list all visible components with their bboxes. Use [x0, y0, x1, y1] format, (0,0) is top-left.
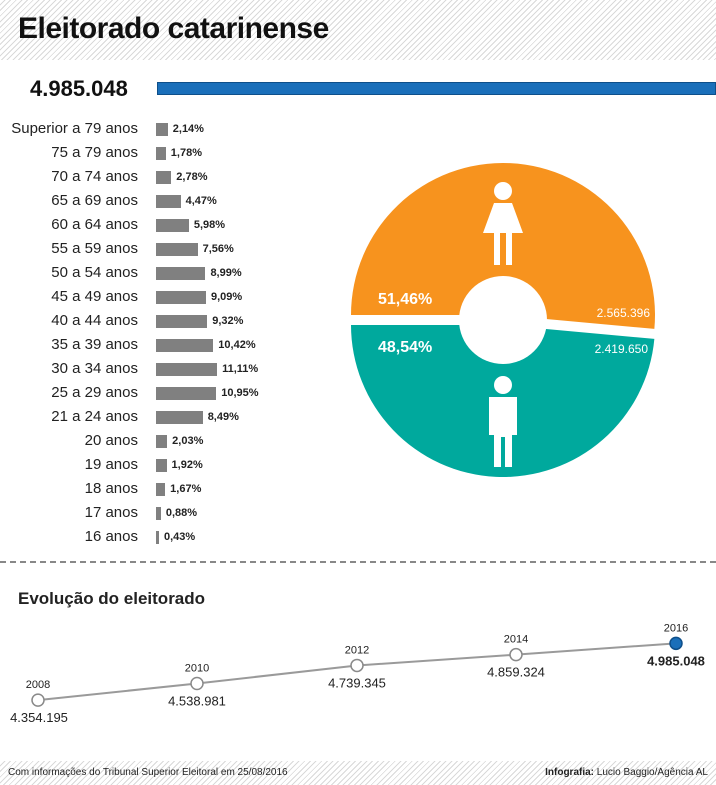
age-bar — [156, 507, 161, 520]
evolution-point — [31, 693, 45, 707]
age-label: 75 a 79 anos — [51, 144, 138, 161]
total-electorate-value: 4.985.048 — [30, 76, 128, 101]
age-label: 60 a 64 anos — [51, 216, 138, 233]
age-bar — [156, 315, 208, 328]
evolution-point — [509, 647, 523, 662]
age-bar — [156, 147, 166, 160]
age-bar — [156, 195, 181, 208]
gender-pie-chart: 51,46% 2.565.396 48,54% 2.419.650 — [351, 163, 655, 478]
age-label: 25 a 29 anos — [51, 384, 138, 401]
age-label: 55 a 59 anos — [51, 240, 138, 257]
evolution-year-label: 2016 — [664, 622, 688, 634]
age-value-label: 2,78% — [176, 171, 208, 183]
evolution-point — [350, 658, 364, 673]
age-label: 50 a 54 anos — [51, 264, 138, 281]
source-note: Com informações do Tribunal Superior Ele… — [8, 767, 288, 778]
pie-percent-label: 48,54% — [378, 339, 432, 356]
age-label: 30 a 34 anos — [51, 360, 138, 377]
age-value-label: 4,47% — [185, 195, 217, 207]
pie-percent-label: 51,46% — [378, 291, 432, 308]
age-bar — [156, 267, 206, 280]
evolution-point — [669, 636, 683, 651]
evolution-value-label: 4.739.345 — [328, 675, 386, 690]
age-bar — [156, 459, 167, 472]
woman-icon — [483, 182, 523, 265]
evolution-year-label: 2010 — [185, 662, 209, 674]
age-value-label: 2,03% — [172, 435, 204, 447]
age-bar — [156, 411, 203, 424]
credit-note: Infografia: Lucio Baggio/Agência AL — [545, 767, 708, 778]
age-label: 20 anos — [84, 432, 138, 449]
age-bar — [156, 387, 217, 400]
electorate-evolution-chart: 2008 4.354.195 2010 4.538.981 2012 4.739.345 2… — [10, 622, 705, 725]
age-label: 70 a 74 anos — [51, 168, 138, 185]
age-label: 18 anos — [84, 480, 138, 497]
age-value-label: 8,49% — [207, 411, 239, 423]
age-value-label: 11,11% — [222, 363, 259, 375]
evolution-year-label: 2008 — [26, 679, 50, 691]
age-value-label: 1,92% — [171, 459, 203, 471]
age-label: Superior a 79 anos — [11, 120, 138, 137]
age-value-label: 8,99% — [210, 267, 242, 279]
age-label: 19 anos — [84, 456, 138, 473]
evolution-point — [190, 676, 204, 691]
age-value-label: 2,14% — [172, 123, 204, 135]
age-label: 65 a 69 anos — [51, 192, 138, 209]
age-label: 17 anos — [84, 504, 138, 521]
age-bar — [156, 123, 168, 136]
evolution-value-label: 4.538.981 — [168, 693, 226, 708]
age-label: 35 a 39 anos — [51, 336, 138, 353]
female-slice — [351, 163, 655, 329]
evolution-value-label: 4.354.195 — [10, 710, 68, 725]
age-bar — [156, 171, 172, 184]
footer: Com informações do Tribunal Superior Ele… — [0, 761, 716, 785]
age-bar — [156, 291, 206, 304]
age-value-label: 9,09% — [210, 291, 243, 303]
age-value-label: 1,78% — [170, 147, 202, 159]
credit-label: Infografia: — [545, 767, 595, 778]
age-value-label: 7,56% — [202, 243, 234, 255]
evolution-year-label: 2012 — [345, 644, 369, 656]
age-bar — [156, 339, 214, 352]
age-value-label: 0,88% — [165, 507, 198, 519]
age-value-label: 5,98% — [193, 219, 226, 231]
age-label: 40 a 44 anos — [51, 312, 138, 329]
credit-name: Lucio Baggio/Agência AL — [594, 767, 708, 778]
pie-count-label: 2.565.396 — [597, 306, 651, 320]
age-label: 21 a 24 anos — [51, 408, 138, 425]
evolution-title: Evolução do eleitorado — [18, 589, 206, 608]
age-value-label: 10,95% — [221, 387, 259, 399]
age-value-label: 9,32% — [212, 315, 244, 327]
age-bar — [156, 483, 166, 496]
age-value-label: 10,42% — [218, 339, 256, 351]
evolution-value-label: 4.859.324 — [487, 665, 545, 680]
age-bar — [156, 363, 218, 376]
age-bar — [156, 435, 168, 448]
age-label: 16 anos — [84, 528, 138, 545]
total-electorate-bar — [157, 82, 716, 95]
age-bar — [156, 531, 159, 544]
evolution-year-label: 2014 — [504, 634, 528, 646]
page-title: Eleitorado catarinense — [18, 12, 329, 45]
pie-count-label: 2.419.650 — [595, 342, 649, 356]
age-label: 45 a 49 anos — [51, 288, 138, 305]
age-bar — [156, 219, 189, 232]
pie-center-hole — [459, 276, 547, 364]
section-divider — [0, 561, 716, 563]
man-icon — [489, 376, 517, 467]
age-value-label: 0,43% — [164, 531, 196, 543]
age-value-label: 1,67% — [170, 483, 202, 495]
age-bar — [156, 243, 198, 256]
title-bar: Eleitorado catarinense — [0, 0, 716, 60]
evolution-value-label: 4.985.048 — [647, 653, 705, 668]
